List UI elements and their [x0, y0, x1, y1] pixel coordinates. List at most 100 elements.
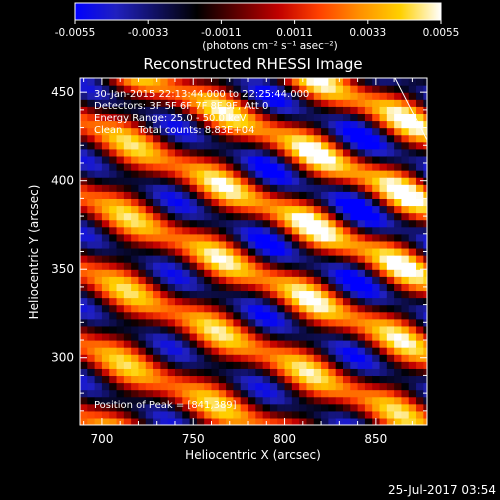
heatmap-cell [335, 255, 344, 263]
heatmap-cell [328, 417, 337, 425]
heatmap-cell [299, 255, 308, 263]
heatmap-cell [240, 311, 249, 320]
heatmap-cell [269, 198, 278, 207]
heatmap-cell [138, 113, 147, 122]
heatmap-cell [284, 318, 293, 327]
heatmap-cell [255, 375, 264, 384]
heatmap-cell [372, 148, 381, 157]
heatmap-cell [174, 205, 183, 214]
heatmap-cell [153, 155, 161, 164]
heatmap-cell [416, 290, 424, 299]
heatmap-cell [211, 170, 220, 178]
heatmap-cell [123, 240, 132, 249]
heatmap-cell [233, 347, 242, 355]
heatmap-cell [342, 134, 351, 143]
heatmap-cell [321, 290, 329, 299]
heatmap-cell [211, 106, 220, 115]
heatmap-cell [160, 389, 169, 398]
heatmap-cell [291, 375, 300, 384]
heatmap-cell [138, 155, 147, 164]
heatmap-cell [138, 347, 147, 355]
heatmap-cell [379, 389, 388, 398]
heatmap-cell [299, 141, 308, 150]
heatmap-cell [416, 340, 424, 348]
heatmap-cell [211, 233, 220, 242]
heatmap-cell [196, 226, 205, 235]
heatmap-cell [284, 92, 293, 100]
heatmap-cell [357, 290, 366, 299]
heatmap-cell [240, 177, 249, 185]
heatmap-cell [335, 354, 344, 362]
heatmap-cell [372, 155, 381, 164]
heatmap-cell [116, 233, 125, 242]
heatmap-cell [145, 375, 154, 384]
heatmap-cell [248, 410, 256, 419]
heatmap-cell [160, 403, 169, 412]
heatmap-cell [350, 347, 359, 355]
heatmap-cell [189, 283, 198, 292]
heatmap-cell [116, 403, 125, 412]
heatmap-cell [218, 283, 227, 292]
heatmap-cell [94, 311, 103, 320]
heatmap-cell [204, 347, 213, 355]
heatmap-cell [233, 276, 242, 284]
heatmap-cell [357, 155, 366, 164]
heatmap-cell [306, 283, 315, 292]
heatmap-cell [218, 382, 227, 391]
heatmap-cell [94, 219, 103, 228]
heatmap-cell [313, 78, 322, 86]
heatmap-cell [313, 205, 322, 214]
heatmap-cell [379, 247, 388, 256]
heatmap-cell [218, 417, 227, 425]
heatmap-cell [277, 389, 286, 398]
heatmap-cell [394, 347, 403, 355]
heatmap-cell [196, 162, 205, 171]
heatmap-cell [94, 269, 103, 277]
heatmap-cell [211, 311, 220, 320]
heatmap-cell [423, 262, 427, 270]
heatmap-cell [255, 134, 264, 143]
heatmap-cell [416, 233, 424, 242]
heatmap-cell [160, 354, 169, 362]
heatmap-cell [269, 184, 278, 192]
heatmap-cell [240, 127, 249, 136]
heatmap-cell [109, 120, 118, 129]
heatmap-cell [262, 155, 271, 164]
heatmap-cell [153, 141, 161, 150]
heatmap-cell [101, 368, 110, 377]
heatmap-cell [313, 396, 322, 405]
heatmap-cell [138, 233, 147, 242]
heatmap-cell [313, 106, 322, 115]
heatmap-cell [284, 283, 293, 292]
heatmap-cell [401, 417, 410, 425]
heatmap-cell [87, 92, 96, 100]
heatmap-cell [321, 99, 329, 107]
heatmap-cell [423, 340, 427, 348]
heatmap-cell [386, 290, 395, 299]
heatmap-cell [87, 354, 96, 362]
heatmap-cell [189, 290, 198, 299]
heatmap-cell [357, 191, 366, 199]
heatmap-cell [131, 311, 140, 320]
heatmap-cell [80, 120, 88, 129]
heatmap-cell [233, 99, 242, 107]
heatmap-cell [401, 212, 410, 221]
heatmap-cell [160, 375, 169, 384]
heatmap-cell [416, 318, 424, 327]
heatmap-cell [233, 297, 242, 306]
heatmap-cell [240, 113, 249, 122]
heatmap-cell [153, 410, 161, 419]
heatmap-cell [423, 304, 427, 313]
heatmap-cell [321, 340, 329, 348]
heatmap-cell [182, 332, 191, 341]
heatmap-cell [131, 212, 140, 221]
heatmap-cell [218, 99, 227, 107]
heatmap-cell [182, 198, 191, 207]
heatmap-cell [277, 255, 286, 263]
heatmap-cell [204, 403, 213, 412]
heatmap-cell [182, 85, 191, 93]
heatmap-cell [342, 78, 351, 86]
heatmap-cell [306, 375, 315, 384]
heatmap-cell [204, 304, 213, 313]
heatmap-cell [408, 233, 417, 242]
